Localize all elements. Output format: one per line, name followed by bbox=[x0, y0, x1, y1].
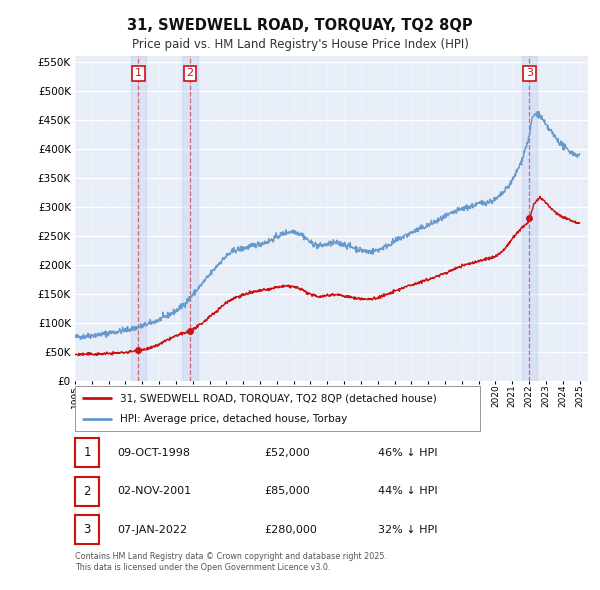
Text: 02-NOV-2001: 02-NOV-2001 bbox=[117, 486, 191, 496]
Text: 44% ↓ HPI: 44% ↓ HPI bbox=[378, 486, 437, 496]
Text: Price paid vs. HM Land Registry's House Price Index (HPI): Price paid vs. HM Land Registry's House … bbox=[131, 38, 469, 51]
Text: 2: 2 bbox=[83, 484, 91, 498]
Bar bbox=[131, 56, 146, 381]
Text: 31, SWEDWELL ROAD, TORQUAY, TQ2 8QP: 31, SWEDWELL ROAD, TORQUAY, TQ2 8QP bbox=[127, 18, 473, 32]
Text: 09-OCT-1998: 09-OCT-1998 bbox=[117, 448, 190, 458]
Text: 3: 3 bbox=[83, 523, 91, 536]
Text: 07-JAN-2022: 07-JAN-2022 bbox=[117, 525, 187, 535]
Text: Contains HM Land Registry data © Crown copyright and database right 2025.
This d: Contains HM Land Registry data © Crown c… bbox=[75, 552, 387, 572]
Text: 1: 1 bbox=[135, 68, 142, 78]
Bar bbox=[182, 56, 197, 381]
Text: HPI: Average price, detached house, Torbay: HPI: Average price, detached house, Torb… bbox=[119, 414, 347, 424]
Text: £85,000: £85,000 bbox=[264, 486, 310, 496]
Bar bbox=[522, 56, 537, 381]
Text: £52,000: £52,000 bbox=[264, 448, 310, 458]
Text: 31, SWEDWELL ROAD, TORQUAY, TQ2 8QP (detached house): 31, SWEDWELL ROAD, TORQUAY, TQ2 8QP (det… bbox=[119, 394, 436, 404]
Text: £280,000: £280,000 bbox=[264, 525, 317, 535]
Text: 2: 2 bbox=[187, 68, 194, 78]
Text: 46% ↓ HPI: 46% ↓ HPI bbox=[378, 448, 437, 458]
Text: 32% ↓ HPI: 32% ↓ HPI bbox=[378, 525, 437, 535]
Text: 1: 1 bbox=[83, 446, 91, 460]
Text: 3: 3 bbox=[526, 68, 533, 78]
